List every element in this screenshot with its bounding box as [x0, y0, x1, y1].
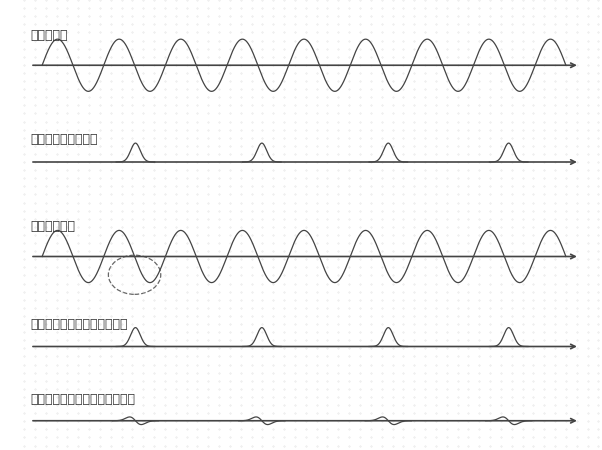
Text: 非故障线路故障相短路脆冲电流: 非故障线路故障相短路脆冲电流 [30, 393, 135, 406]
Text: 中性点电压: 中性点电压 [30, 29, 67, 42]
Text: 故障线路故障相短路脆冲电流: 故障线路故障相短路脆冲电流 [30, 318, 128, 331]
Text: 出线单相电流: 出线单相电流 [30, 220, 75, 233]
Text: 中性点短路脆冲电流: 中性点短路脆冲电流 [30, 133, 98, 146]
